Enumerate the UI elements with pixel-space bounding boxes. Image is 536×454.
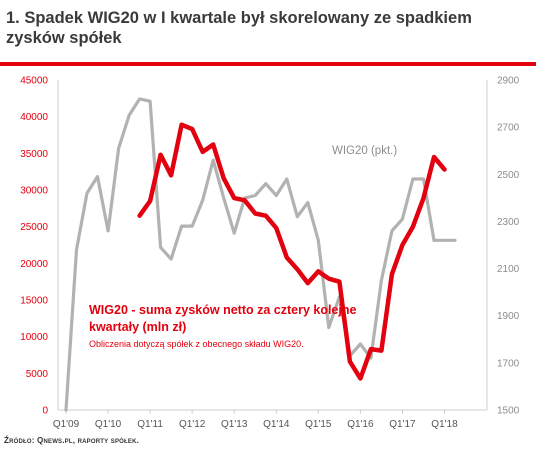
right-tick-label: 2100 [497,264,520,275]
right-tick-label: 1900 [497,311,520,322]
x-tick-label: Q1'15 [305,419,332,430]
profit-series-line [137,122,447,381]
left-tick-label: 0 [42,406,48,417]
source-note: Źródło: Qnews.pl, raporty spółek. [4,436,140,445]
right-tick-label: 2700 [497,123,520,134]
x-tick-label: Q1'18 [431,419,458,430]
left-tick-label: 5000 [26,369,49,380]
right-tick-label: 2900 [497,76,520,87]
right-axis-ticks: 1500 1700 1900 2100 2300 2500 2700 2900 [497,76,520,417]
index-series-line [64,97,457,412]
chart-title: 1. Spadek WIG20 w I kwartale był skorelo… [6,9,472,47]
x-tick-label: Q1'14 [263,419,290,430]
right-tick-label: 1500 [497,406,520,417]
x-tick-label: Q1'16 [347,419,374,430]
left-tick-label: 35000 [20,149,48,160]
x-axis-ticks: Q1'09 Q1'10 Q1'11 Q1'12 Q1'13 Q1'14 Q1'15 Q1'16… [53,410,458,430]
axes [57,80,488,411]
left-tick-label: 20000 [20,259,48,270]
chart: 0 5000 10000 15000 20000 25000 30000 35000 40000… [20,76,520,431]
title-rule [0,62,536,66]
profit-series-note: Obliczenia dotyczą spółek z obecnego skł… [89,339,304,349]
right-tick-label: 2500 [497,170,520,181]
index-series-label: WIG20 (pkt.) [332,145,397,157]
left-axis-ticks: 0 5000 10000 15000 20000 25000 30000 35000 40000… [20,76,48,417]
right-tick-label: 2300 [497,217,520,228]
left-tick-label: 30000 [20,186,48,197]
x-tick-label: Q1'13 [221,419,248,430]
series [64,97,457,412]
x-tick-label: Q1'11 [137,419,163,430]
profit-series-label: WIG20 - suma zysków netto za cztery kole… [89,303,356,317]
x-tick-label: Q1'09 [53,419,80,430]
left-tick-label: 15000 [20,296,48,307]
profit-series-label-cont: kwartały (mln zł) [89,320,186,334]
left-tick-label: 40000 [20,112,48,123]
right-tick-label: 1700 [497,358,520,369]
x-tick-label: Q1'17 [389,419,416,430]
x-tick-label: Q1'12 [179,419,206,430]
left-tick-label: 45000 [20,76,48,87]
left-tick-label: 10000 [20,332,48,343]
left-tick-label: 25000 [20,222,48,233]
x-tick-label: Q1'10 [95,419,122,430]
